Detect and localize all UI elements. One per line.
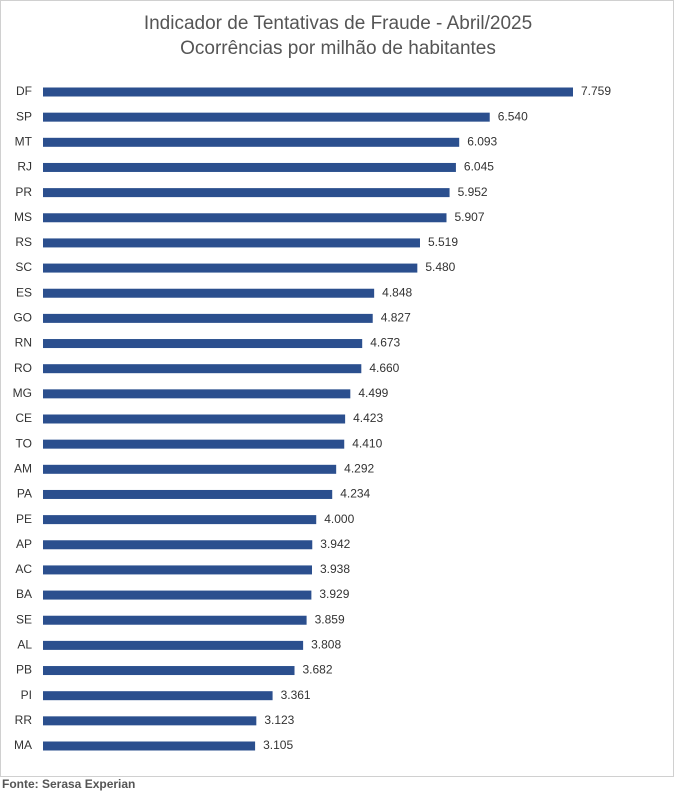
source-note: Fonte: Serasa Experian (2, 777, 135, 791)
value-label: 4.234 (340, 487, 370, 501)
y-tick-label: MT (15, 134, 33, 148)
bar (43, 691, 273, 701)
bar (43, 515, 317, 525)
chart-subtitle: Ocorrências por milhão de habitantes (180, 38, 496, 59)
y-tick-label: AP (16, 537, 32, 551)
y-tick-label: MG (13, 386, 32, 400)
bar (43, 741, 256, 751)
bar (43, 238, 420, 248)
value-label: 6.540 (498, 109, 528, 123)
bar (43, 288, 375, 298)
y-tick-label: BA (16, 587, 32, 601)
bar (43, 188, 450, 198)
value-label: 4.410 (352, 436, 382, 450)
value-label: 4.673 (370, 336, 400, 350)
y-tick-label: CE (15, 411, 32, 425)
value-label: 4.499 (358, 386, 388, 400)
bar (43, 263, 418, 273)
bar (43, 213, 447, 223)
bar (43, 339, 363, 349)
y-tick-label: AL (17, 638, 32, 652)
value-label: 4.292 (344, 461, 374, 475)
bar (43, 439, 345, 449)
value-label: 4.827 (381, 311, 411, 325)
value-label: 4.660 (369, 361, 399, 375)
bar (43, 640, 304, 650)
y-tick-label: MA (14, 738, 32, 752)
y-tick-label: RS (15, 235, 32, 249)
value-label: 3.123 (264, 713, 294, 727)
y-tick-label: DF (16, 84, 32, 98)
value-label: 7.759 (581, 84, 611, 98)
bar (43, 590, 312, 600)
y-tick-label: RO (14, 361, 32, 375)
y-tick-label: PB (16, 663, 32, 677)
y-tick-label: ES (16, 285, 32, 299)
bar (43, 137, 460, 147)
value-label: 3.859 (315, 612, 345, 626)
bar (43, 112, 490, 122)
bar (43, 615, 307, 625)
y-tick-label: PI (21, 688, 32, 702)
bar (43, 464, 337, 474)
value-label: 4.000 (324, 512, 354, 526)
y-tick-label: AM (14, 461, 32, 475)
bar (43, 162, 456, 172)
value-label: 3.682 (303, 663, 333, 677)
y-tick-label: SC (15, 260, 32, 274)
y-tick-label: RJ (17, 160, 32, 174)
value-label: 3.361 (281, 688, 311, 702)
bar (43, 489, 333, 499)
value-label: 3.105 (263, 738, 293, 752)
value-label: 3.938 (320, 562, 350, 576)
y-tick-label: MS (14, 210, 32, 224)
value-label: 5.519 (428, 235, 458, 249)
value-label: 3.808 (311, 638, 341, 652)
y-tick-label: SP (16, 109, 32, 123)
value-label: 5.480 (425, 260, 455, 274)
y-tick-label: SE (16, 612, 32, 626)
value-label: 4.848 (382, 285, 412, 299)
bar (43, 565, 312, 575)
value-label: 6.045 (464, 160, 494, 174)
y-tick-label: TO (16, 436, 32, 450)
chart-title: Indicador de Tentativas de Fraude - Abri… (144, 13, 532, 34)
bar (43, 666, 295, 676)
y-tick-label: PA (17, 487, 32, 501)
y-tick-label: PE (16, 512, 32, 526)
value-label: 3.929 (319, 587, 349, 601)
bar (43, 716, 257, 726)
value-label: 6.093 (467, 134, 497, 148)
y-tick-label: RN (15, 336, 32, 350)
y-tick-label: PR (15, 185, 32, 199)
bar (43, 313, 373, 323)
y-tick-label: AC (15, 562, 32, 576)
bar (43, 87, 573, 97)
bar (43, 364, 362, 374)
bar (43, 414, 346, 424)
bar (43, 389, 351, 399)
bar (43, 540, 313, 550)
value-label: 5.952 (458, 185, 488, 199)
y-tick-label: RR (15, 713, 33, 727)
y-tick-label: GO (13, 311, 32, 325)
value-label: 3.942 (320, 537, 350, 551)
value-label: 4.423 (353, 411, 383, 425)
value-label: 5.907 (454, 210, 484, 224)
